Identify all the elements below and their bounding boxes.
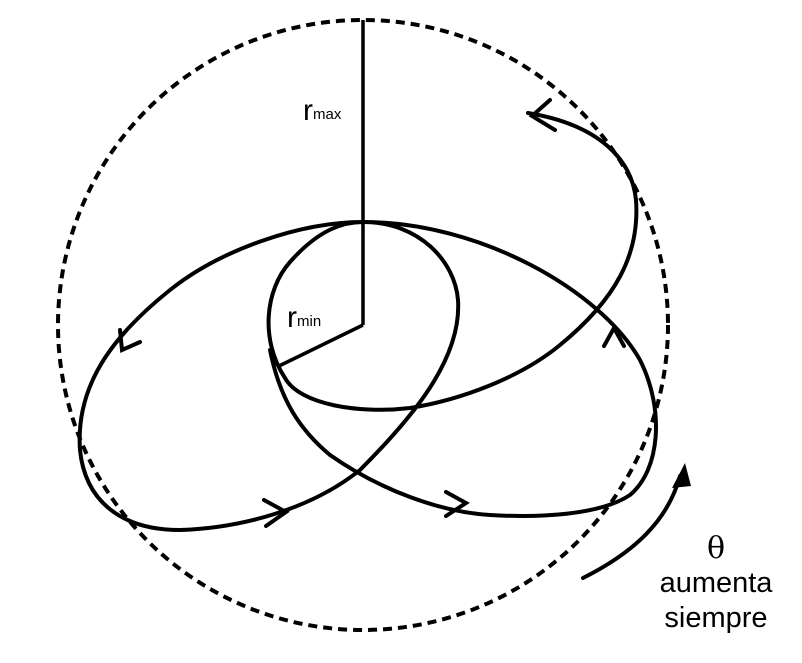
theta-symbol: θ (707, 531, 725, 566)
max-radius-circle (56, 18, 670, 632)
r-min-label: rmin (287, 301, 321, 334)
arrowhead-bottom-left (262, 498, 290, 528)
theta-arrow (581, 474, 682, 580)
orbit-trajectory (77, 111, 658, 532)
theta-arrowhead (672, 463, 691, 488)
note-line-2: siempre (664, 602, 767, 634)
r-max-label: rmax (303, 94, 342, 127)
arrowhead-right (602, 323, 626, 348)
arrowhead-top-right (528, 98, 557, 132)
arrowhead-bottom-mid (444, 490, 470, 518)
note-line-1: aumenta (660, 567, 774, 599)
arrowhead-left-upper (118, 328, 142, 353)
r-min-line (278, 323, 364, 368)
